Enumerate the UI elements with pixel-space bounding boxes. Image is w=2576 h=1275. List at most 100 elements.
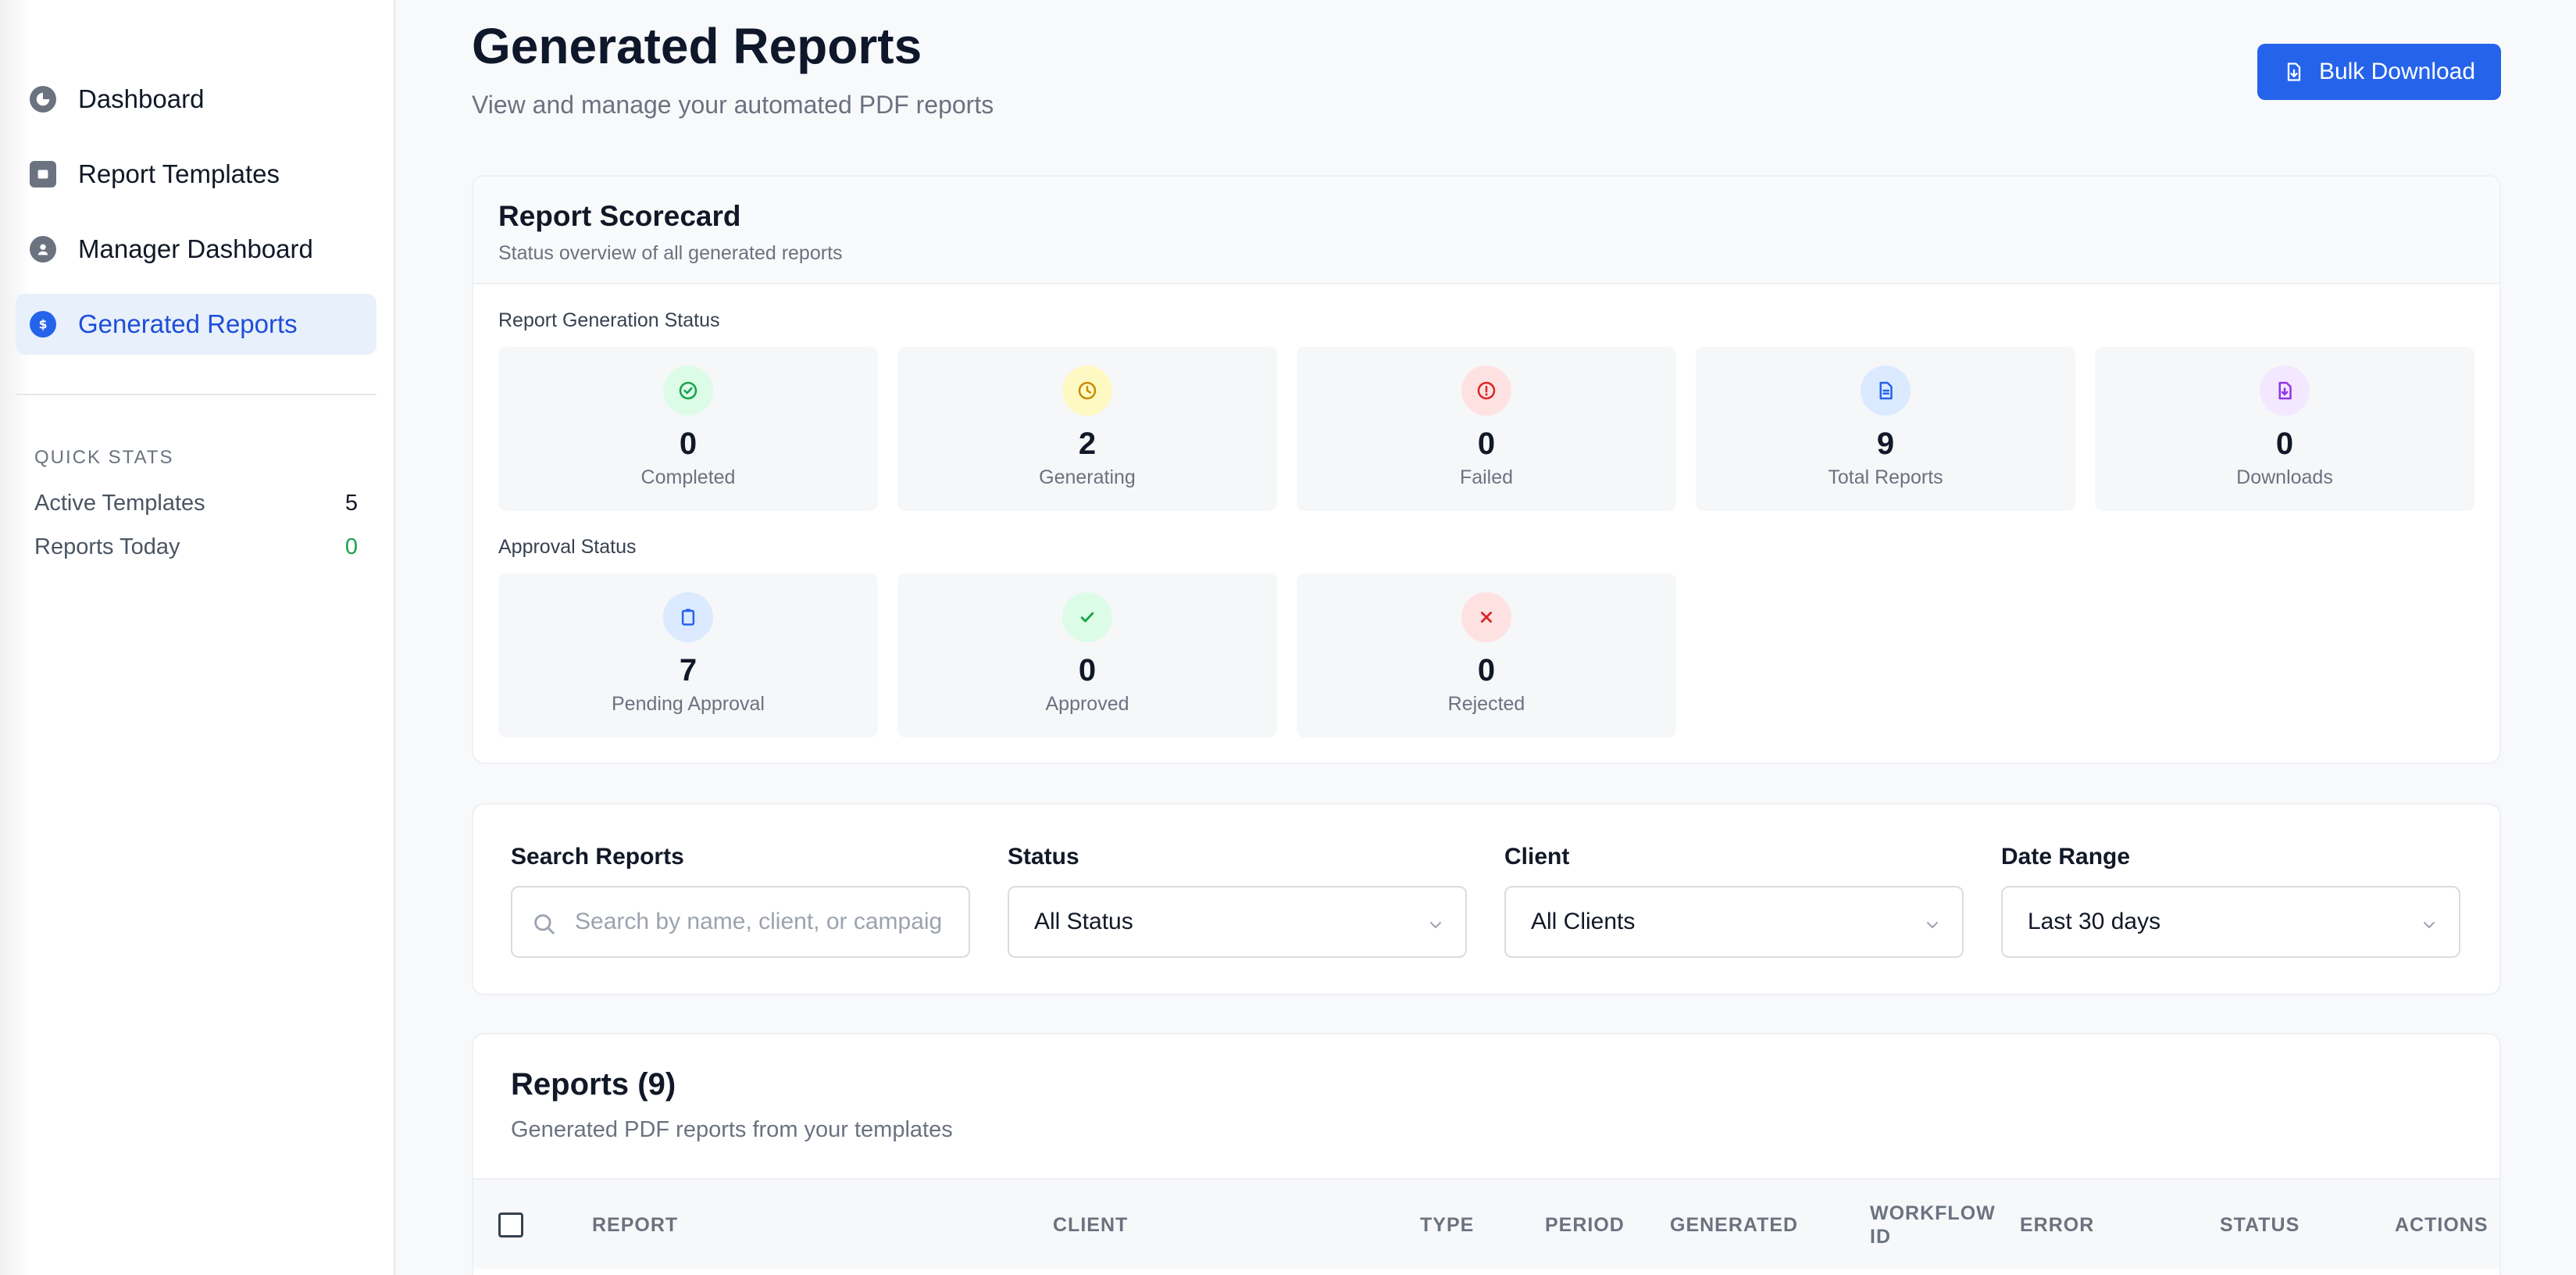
x-icon (1461, 592, 1511, 642)
client-select[interactable]: All Clients (1504, 886, 1964, 958)
dollar-icon: $ (30, 311, 56, 338)
stat-label: Total Reports (1828, 466, 1943, 488)
column-header-generated[interactable]: GENERATED (1670, 1214, 1799, 1236)
search-placeholder: Search by name, client, or campaig (575, 909, 943, 934)
stat-label: Pending Approval (612, 693, 765, 715)
date-range-select[interactable]: Last 30 days (2001, 886, 2460, 958)
svg-text:$: $ (39, 318, 48, 332)
date-range-label: Date Range (2001, 844, 2131, 870)
quick-stat-label: Active Templates (34, 491, 205, 516)
approval-status-label: Approval Status (498, 536, 637, 558)
sidebar-item-label: Generated Reports (78, 309, 298, 338)
user-icon (30, 236, 56, 262)
quick-stat-value: 5 (344, 491, 358, 516)
reports-title: Reports (9) (511, 1067, 676, 1102)
pie-chart-icon (30, 86, 56, 112)
page-title: Generated Reports (472, 18, 922, 74)
stat-value: 7 (679, 653, 698, 688)
search-filter: Search Reports Search by name, client, o… (511, 844, 970, 958)
sidebar: Dashboard Report Templates Manager Dashb… (0, 0, 395, 1275)
status-label: Status (1008, 844, 1079, 870)
file-download-icon (2260, 366, 2310, 416)
stat-failed: 0 Failed (1297, 347, 1676, 511)
search-input[interactable]: Search by name, client, or campaig (511, 886, 970, 958)
quick-stat-value: 0 (344, 534, 358, 559)
clock-icon (1062, 366, 1112, 416)
client-filter: Client All Clients (1504, 844, 1964, 958)
stat-rejected: 0 Rejected (1297, 573, 1676, 738)
date-range-select-value: Last 30 days (2028, 909, 2161, 934)
quick-stat-active-templates: Active Templates 5 (34, 491, 358, 516)
stat-value: 2 (1078, 427, 1097, 461)
column-header-client[interactable]: CLIENT (1053, 1214, 1129, 1236)
select-all-checkbox[interactable] (498, 1212, 523, 1238)
chevron-down-icon (1430, 922, 1441, 928)
filters-panel: Search Reports Search by name, client, o… (472, 803, 2501, 995)
column-header-period[interactable]: PERIOD (1545, 1214, 1625, 1236)
stat-value: 0 (2275, 427, 2294, 461)
generation-status-label: Report Generation Status (498, 309, 720, 331)
stat-approved: 0 Approved (897, 573, 1277, 738)
bulk-download-button[interactable]: Bulk Download (2257, 44, 2501, 100)
reports-subtitle: Generated PDF reports from your template… (511, 1117, 953, 1142)
column-header-report[interactable]: REPORT (592, 1214, 679, 1236)
template-icon (30, 161, 56, 188)
alert-circle-icon (1461, 366, 1511, 416)
stat-label: Rejected (1447, 693, 1525, 715)
bulk-download-label: Bulk Download (2318, 59, 2476, 84)
stat-value: 0 (1078, 653, 1097, 688)
column-header-actions[interactable]: ACTIONS (2395, 1214, 2489, 1236)
column-header-type[interactable]: TYPE (1420, 1214, 1475, 1236)
stat-total-reports: 9 Total Reports (1696, 347, 2075, 511)
quick-stats-title: QUICK STATS (34, 447, 174, 468)
stat-value: 0 (679, 427, 698, 461)
stat-pending-approval: 7 Pending Approval (498, 573, 878, 738)
stat-value: 0 (1477, 427, 1496, 461)
sidebar-item-report-templates[interactable]: Report Templates (16, 144, 376, 205)
chevron-down-icon (1927, 922, 1938, 928)
scorecard-title: Report Scorecard (498, 200, 741, 232)
report-scorecard: Report Scorecard Status overview of all … (472, 175, 2501, 764)
search-label: Search Reports (511, 844, 684, 870)
column-header-status[interactable]: STATUS (2220, 1214, 2300, 1236)
sidebar-nav: Dashboard Report Templates Manager Dashb… (16, 69, 376, 369)
date-range-filter: Date Range Last 30 days (2001, 844, 2460, 958)
stat-label: Downloads (2236, 466, 2333, 488)
stat-label: Generating (1039, 466, 1136, 488)
table-header: REPORT CLIENT TYPE PERIOD GENERATED WORK… (473, 1178, 2499, 1269)
clipboard-icon (663, 592, 713, 642)
sidebar-item-dashboard[interactable]: Dashboard (16, 69, 376, 130)
quick-stat-label: Reports Today (34, 534, 180, 559)
sidebar-item-manager-dashboard[interactable]: Manager Dashboard (16, 219, 376, 280)
check-circle-icon (663, 366, 713, 416)
sidebar-divider (16, 394, 376, 395)
stat-label: Completed (640, 466, 736, 488)
file-download-icon (2287, 62, 2301, 81)
status-select[interactable]: All Status (1008, 886, 1467, 958)
stat-value: 0 (1477, 653, 1496, 688)
check-icon (1062, 592, 1112, 642)
sidebar-item-label: Report Templates (78, 159, 280, 188)
document-icon (1861, 366, 1911, 416)
column-header-error[interactable]: ERROR (2020, 1214, 2095, 1236)
status-select-value: All Status (1034, 909, 1133, 934)
scorecard-header: Report Scorecard Status overview of all … (473, 177, 2499, 284)
client-select-value: All Clients (1531, 909, 1636, 934)
stat-label: Failed (1459, 466, 1514, 488)
quick-stat-reports-today: Reports Today 0 (34, 534, 358, 560)
sidebar-item-label: Manager Dashboard (78, 234, 313, 263)
stat-downloads: 0 Downloads (2095, 347, 2474, 511)
chevron-down-icon (2424, 922, 2435, 928)
stat-completed: 0 Completed (498, 347, 878, 511)
column-header-workflow-id[interactable]: WORKFLOW ID (1870, 1202, 1996, 1248)
sidebar-item-generated-reports[interactable]: $ Generated Reports (16, 294, 376, 355)
stat-label: Approved (1045, 693, 1129, 715)
stat-generating: 2 Generating (897, 347, 1277, 511)
stat-value: 9 (1876, 427, 1895, 461)
page-subtitle: View and manage your automated PDF repor… (472, 91, 994, 119)
scorecard-subtitle: Status overview of all generated reports (498, 242, 843, 264)
reports-panel: Reports (9) Generated PDF reports from y… (472, 1033, 2501, 1275)
sidebar-item-label: Dashboard (78, 84, 205, 113)
status-filter: Status All Status (1008, 844, 1467, 958)
search-icon (534, 914, 555, 934)
